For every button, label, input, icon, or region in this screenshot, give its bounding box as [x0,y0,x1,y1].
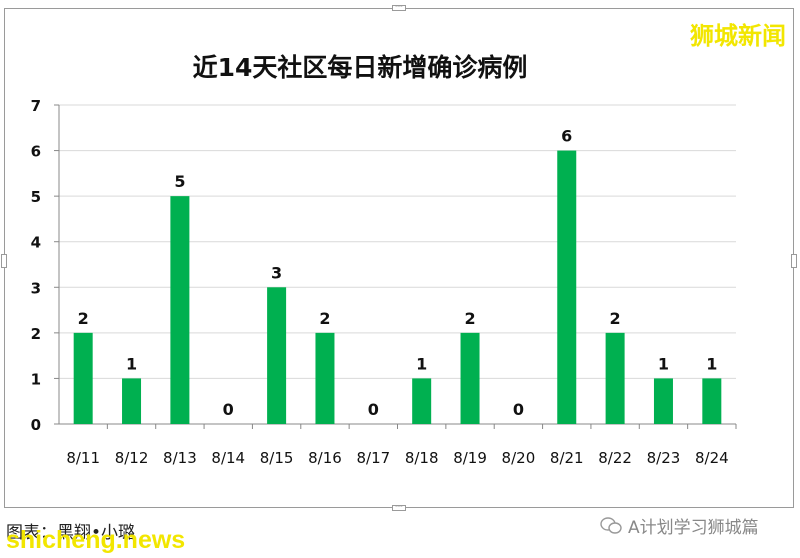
x-tick-label: 8/23 [647,449,681,467]
bar [122,378,142,424]
y-tick-label: 3 [31,279,41,297]
bar [267,287,287,424]
data-label: 0 [513,400,524,419]
x-tick-label: 8/21 [550,449,584,467]
bar [605,332,625,424]
data-label: 3 [271,263,282,282]
data-label: 2 [464,309,475,328]
resize-handle-top[interactable]: ···· [392,5,406,11]
data-label: 2 [610,309,621,328]
x-tick-label: 8/20 [502,449,536,467]
data-label: 1 [658,354,669,373]
bar [460,332,480,424]
data-label: 1 [416,354,427,373]
chart-frame [4,8,794,508]
y-tick-label: 0 [31,416,41,434]
x-tick-label: 8/19 [453,449,487,467]
wechat-icon [600,516,622,534]
x-tick-label: 8/12 [115,449,149,467]
data-label: 0 [223,400,234,419]
bar [170,196,190,424]
x-tick-label: 8/22 [598,449,632,467]
y-tick-label: 7 [31,97,41,115]
bar [653,378,673,424]
resize-handle-right[interactable] [791,254,797,268]
resize-handle-left[interactable] [1,254,7,268]
data-label: 2 [78,309,89,328]
y-tick-label: 2 [31,325,41,343]
wechat-account-label: A计划学习狮城篇 [628,518,759,538]
x-tick-label: 8/11 [66,449,100,467]
x-tick-label: 8/18 [405,449,439,467]
watermark-site: shicheng.news [6,526,186,554]
y-tick-label: 5 [31,188,41,206]
bar [557,150,577,425]
y-tick-label: 4 [31,234,41,252]
data-label: 0 [368,400,379,419]
bar [702,378,722,424]
bar [73,332,93,424]
x-tick-label: 8/14 [211,449,245,467]
x-tick-label: 8/16 [308,449,342,467]
credit-text: 图表：黑翔•小璐 [6,523,136,543]
x-tick-label: 8/24 [695,449,729,467]
data-label: 5 [174,172,185,191]
x-tick-label: 8/17 [356,449,390,467]
y-tick-label: 1 [31,370,41,388]
data-label: 1 [126,354,137,373]
watermark-top-right: 狮城新闻 [690,22,786,50]
x-tick-label: 8/13 [163,449,197,467]
data-label: 2 [319,309,330,328]
data-label: 6 [561,127,572,146]
bar [412,378,432,424]
bar [315,332,335,424]
y-tick-label: 6 [31,143,41,161]
x-tick-label: 8/15 [260,449,294,467]
data-label: 1 [706,354,717,373]
wechat-account: A计划学习狮城篇 [600,513,759,538]
resize-handle-bottom[interactable]: ···· [392,505,406,511]
chart-title: 近14天社区每日新增确诊病例 [192,53,528,82]
